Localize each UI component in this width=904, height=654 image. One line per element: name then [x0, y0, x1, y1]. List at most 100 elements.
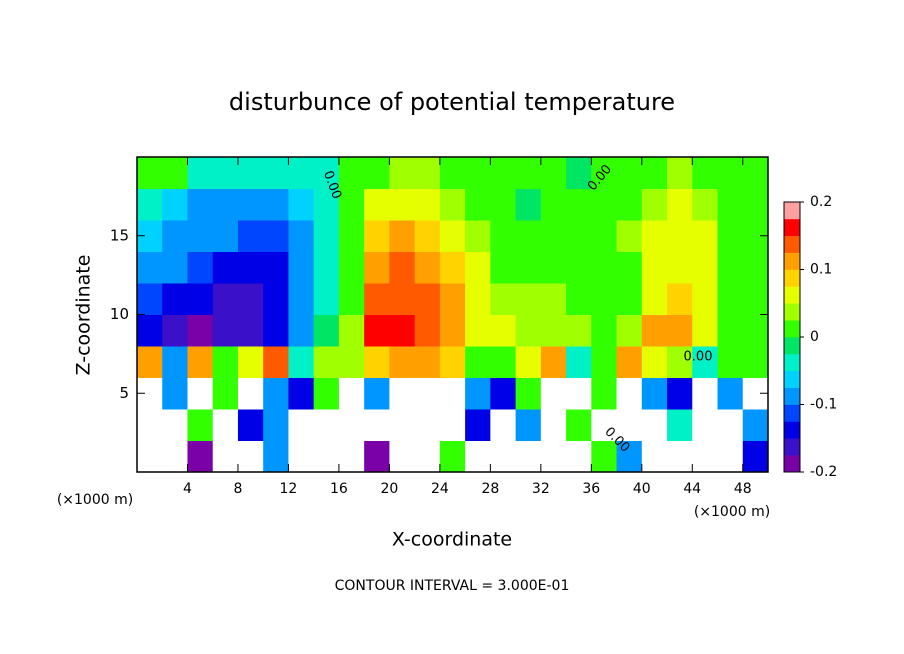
heat-cell: [465, 440, 491, 473]
x-tick-label: 28: [481, 481, 499, 497]
heat-cell: [137, 409, 163, 441]
heat-cell: [515, 283, 542, 315]
heat-cell: [414, 377, 441, 410]
heat-cell: [237, 283, 264, 315]
heat-cell: [566, 157, 592, 189]
heat-cell: [742, 409, 769, 441]
heat-cell: [313, 314, 340, 347]
heat-cell: [439, 440, 466, 473]
x-tick-label: 36: [582, 481, 600, 497]
heat-cell: [515, 377, 542, 410]
heat-cell: [742, 346, 769, 378]
heat-cell: [540, 157, 567, 189]
heat-cell: [540, 283, 567, 315]
heat-cell: [742, 440, 769, 473]
heat-cell: [187, 440, 214, 473]
heat-cell: [364, 220, 390, 252]
heat-cell: [313, 409, 340, 441]
heat-cell: [465, 157, 491, 189]
heat-cell: [414, 157, 441, 189]
heat-cell: [288, 251, 315, 284]
heat-cell: [364, 188, 390, 221]
heat-cell: [414, 251, 441, 284]
heat-cell: [692, 314, 719, 347]
heat-cell: [212, 220, 239, 252]
heat-cell: [566, 409, 592, 441]
heat-cell: [641, 283, 668, 315]
x-tick-label: 20: [380, 481, 398, 497]
heat-cell: [137, 188, 163, 221]
heat-cell: [692, 346, 719, 378]
heat-cell: [465, 251, 491, 284]
heat-cell: [389, 157, 416, 189]
heat-cell: [364, 409, 390, 441]
heat-cell: [364, 251, 390, 284]
heat-cell: [641, 251, 668, 284]
heat-cell: [263, 220, 289, 252]
heat-cell: [338, 188, 365, 221]
heat-cell: [263, 409, 289, 441]
heat-cell: [641, 377, 668, 410]
heat-cell: [187, 346, 214, 378]
heat-cell: [490, 188, 517, 221]
y-tick-label: 10: [110, 305, 129, 323]
colorbar-swatch: [784, 303, 800, 321]
heat-cell: [566, 220, 592, 252]
heat-cell: [263, 346, 289, 378]
heat-cell: [162, 314, 188, 347]
heat-cell: [515, 251, 542, 284]
heat-cell: [338, 346, 365, 378]
x-tick-label: 44: [683, 481, 701, 497]
heat-cell: [364, 283, 390, 315]
colorbar-swatch: [784, 337, 800, 355]
heat-cell: [616, 220, 643, 252]
colorbar-swatch: [784, 286, 800, 304]
heat-cell: [338, 251, 365, 284]
heat-cell: [338, 220, 365, 252]
heat-cell: [364, 314, 390, 347]
annotation: CONTOUR INTERVAL = 3.000E-01: [335, 578, 570, 594]
heat-cell: [616, 409, 643, 441]
heat-cell: [137, 283, 163, 315]
heat-cell: [490, 409, 517, 441]
heat-cell: [692, 409, 719, 441]
heat-cell: [237, 377, 264, 410]
heat-cell: [338, 440, 365, 473]
heat-cell: [414, 314, 441, 347]
heat-cell: [414, 440, 441, 473]
heat-cell: [616, 283, 643, 315]
heat-cell: [591, 188, 618, 221]
heat-cell: [717, 251, 744, 284]
heat-cell: [187, 188, 214, 221]
x-tick-label: 12: [280, 481, 298, 497]
heat-cell: [237, 346, 264, 378]
heat-cell: [313, 220, 340, 252]
heat-cell: [263, 157, 289, 189]
colorbar-swatch: [784, 320, 800, 338]
colorbar-tick-label: 0.2: [810, 194, 832, 210]
heat-cell: [137, 157, 163, 189]
x-tick-label: 32: [532, 481, 550, 497]
heat-cell: [338, 157, 365, 189]
heat-cell: [540, 251, 567, 284]
heat-cell: [414, 220, 441, 252]
heat-cell: [364, 440, 390, 473]
heat-cell: [389, 377, 416, 410]
x-tick-label: 16: [330, 481, 348, 497]
heat-cell: [237, 157, 264, 189]
colorbar-tick-label: -0.1: [810, 397, 837, 413]
heat-cell: [439, 251, 466, 284]
heat-cell: [667, 188, 693, 221]
heat-cell: [667, 157, 693, 189]
heat-cell: [515, 440, 542, 473]
heat-cell: [389, 251, 416, 284]
heat-cell: [414, 188, 441, 221]
heat-cell: [515, 188, 542, 221]
heat-cell: [439, 409, 466, 441]
heat-cell: [490, 346, 517, 378]
heat-cell: [717, 409, 744, 441]
heat-cell: [212, 314, 239, 347]
heat-cell: [414, 283, 441, 315]
heat-cell: [439, 283, 466, 315]
